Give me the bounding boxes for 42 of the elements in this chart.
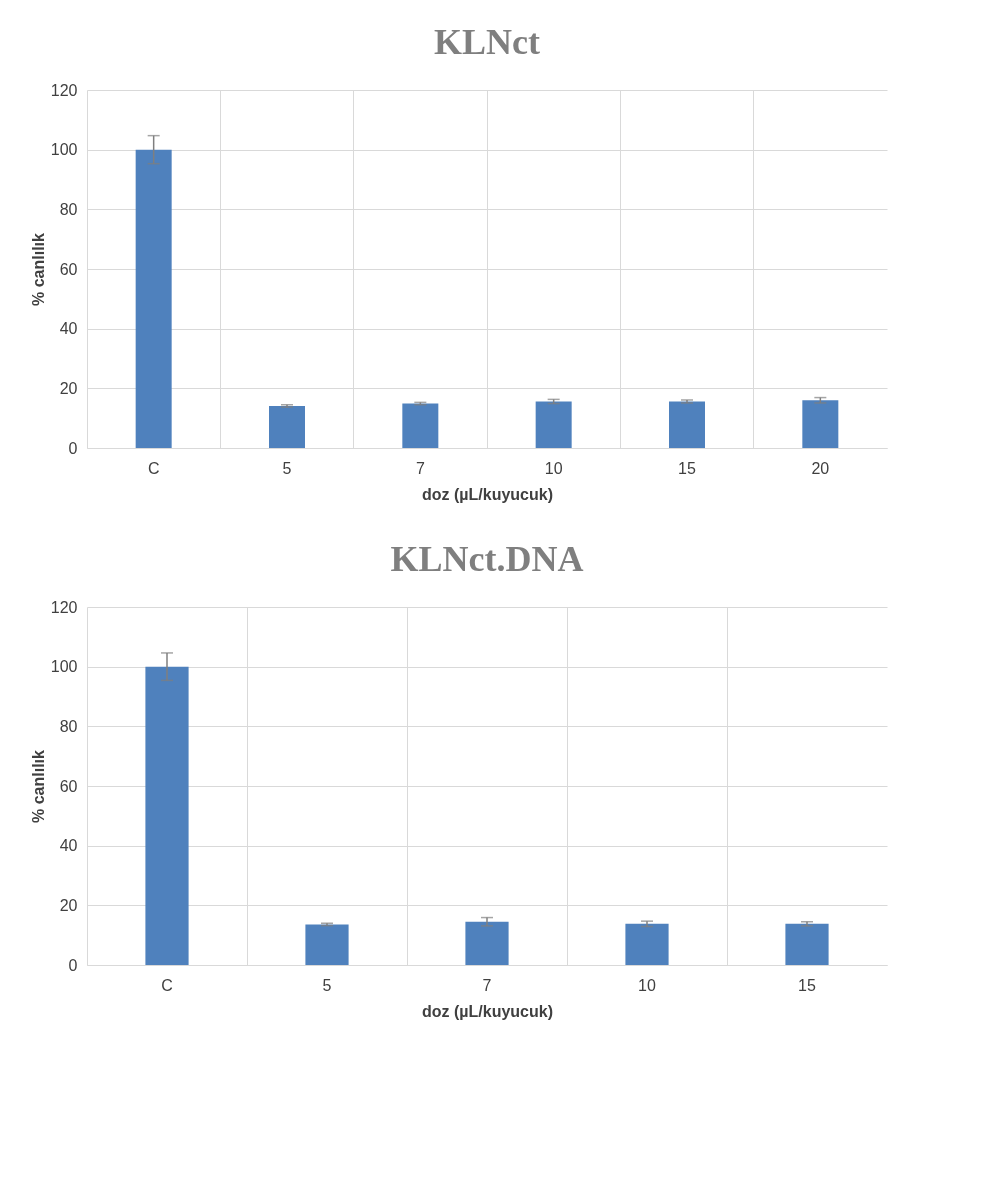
y-tick-label: 0: [68, 439, 78, 457]
bar: [669, 401, 705, 448]
y-tick-label: 20: [59, 379, 78, 397]
x-tick-label: 20: [811, 459, 830, 477]
bar: [135, 149, 172, 448]
x-axis-title: doz (µL/kuyucuk): [422, 1002, 553, 1020]
y-tick-label: 80: [59, 200, 78, 218]
x-tick-label: 10: [638, 976, 656, 994]
chart-title: KLNct: [434, 22, 540, 62]
y-tick-label: 0: [68, 956, 78, 974]
y-tick-label: 120: [50, 81, 78, 99]
x-tick-label: 5: [282, 459, 292, 477]
x-tick-label: 15: [798, 976, 816, 994]
y-tick-label: 120: [50, 598, 78, 616]
y-tick-label: 80: [59, 717, 78, 735]
x-tick-label: 5: [322, 976, 332, 994]
bar: [402, 403, 439, 448]
x-tick-label: 15: [678, 459, 696, 477]
y-tick-label: 100: [50, 141, 78, 159]
bar: [145, 666, 189, 965]
bar: [305, 924, 349, 965]
y-axis-title: % canlılık: [29, 232, 47, 306]
bar: [269, 405, 305, 448]
y-tick-label: 40: [59, 837, 78, 855]
y-tick-label: 20: [59, 896, 78, 914]
x-tick-label: 7: [415, 459, 425, 477]
chart-title: KLNct.DNA: [390, 539, 584, 579]
bar: [465, 921, 509, 965]
bar: [802, 400, 839, 448]
x-tick-label: C: [161, 976, 173, 994]
y-axis-title: % canlılık: [29, 749, 47, 823]
x-tick-label: 10: [544, 459, 563, 477]
bar: [625, 923, 669, 965]
x-tick-label: C: [147, 459, 160, 477]
x-tick-label: 7: [482, 976, 492, 994]
bar: [535, 401, 572, 448]
y-tick-label: 60: [59, 260, 78, 278]
bar: [785, 923, 829, 965]
y-tick-label: 40: [59, 320, 78, 338]
y-tick-label: 60: [59, 777, 78, 795]
x-axis-title: doz (µL/kuyucuk): [422, 485, 553, 503]
y-tick-label: 100: [50, 658, 78, 676]
